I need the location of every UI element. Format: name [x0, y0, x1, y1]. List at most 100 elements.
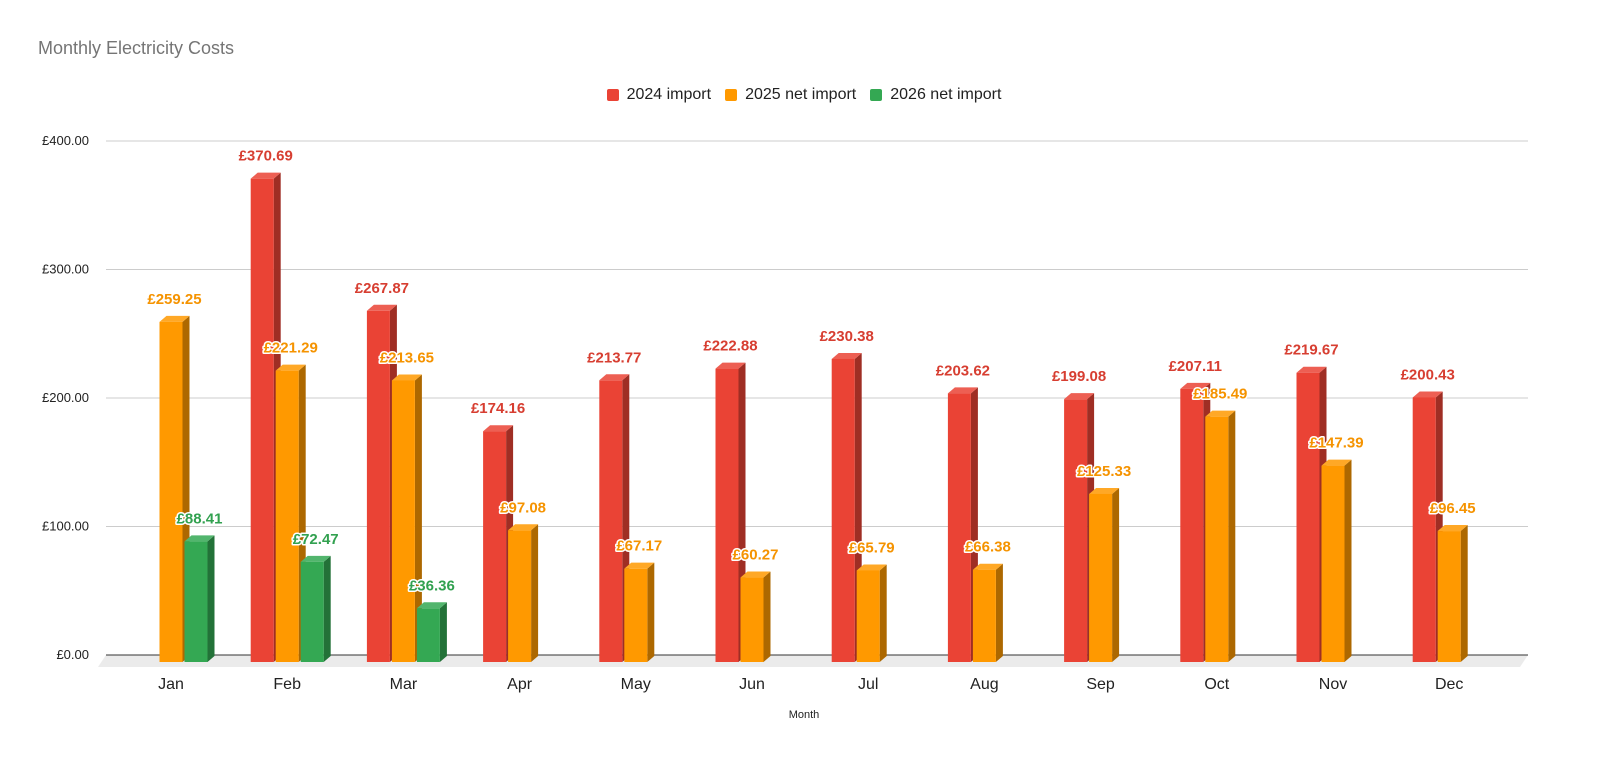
data-label: £125.33 [1077, 463, 1131, 480]
bar-top [1205, 410, 1236, 417]
bar-top [972, 563, 1003, 570]
legend-swatch-2026 [870, 89, 883, 101]
x-tick-label: Dec [1435, 676, 1463, 693]
data-label: £65.79 [849, 539, 895, 556]
bar [184, 535, 215, 662]
bar-front [972, 569, 996, 662]
bar-front [1089, 493, 1113, 662]
x-tick-label: Jul [858, 676, 878, 693]
data-label: £230.38 [820, 328, 874, 345]
x-tick-label: Feb [273, 676, 301, 693]
data-label: £96.45 [1430, 500, 1476, 517]
bar [947, 387, 978, 662]
bar [391, 374, 422, 662]
bar [740, 571, 771, 662]
data-label: £67.17 [616, 538, 662, 555]
data-label: £174.16 [471, 400, 525, 417]
bar-top [1296, 366, 1327, 373]
bar-top [300, 555, 331, 562]
legend-label-2024: 2024 import [626, 86, 712, 103]
bar-front [366, 310, 390, 662]
bar-top [250, 172, 281, 179]
data-label: £203.62 [936, 362, 990, 379]
chart-floor [98, 655, 1528, 667]
data-label: £267.87 [355, 280, 409, 297]
bar-top [483, 425, 514, 432]
x-tick-label: Nov [1319, 676, 1347, 693]
data-label: £185.49 [1193, 386, 1247, 403]
bar-front [1064, 399, 1088, 662]
x-tick-label: Apr [507, 676, 533, 693]
data-label: £97.08 [500, 499, 546, 516]
data-label: £199.08 [1052, 368, 1106, 385]
bar-side [879, 564, 887, 662]
bar-top [715, 362, 746, 369]
bar [624, 562, 655, 662]
bar-front [1180, 388, 1204, 662]
bar-top [159, 315, 190, 322]
bar-top [184, 535, 215, 542]
y-tick-label: £400.00 [42, 133, 89, 148]
bar-front [300, 561, 324, 662]
data-label: £60.27 [733, 547, 779, 564]
x-axis-title: Month [788, 709, 820, 721]
bar [508, 524, 539, 662]
bar-top [1412, 391, 1443, 398]
x-tick-label: Jun [739, 676, 765, 693]
bar-top [1089, 487, 1120, 494]
bar-top [740, 571, 771, 578]
y-tick-label: £100.00 [42, 519, 89, 534]
y-tick-label: £300.00 [42, 262, 89, 277]
bar-side [1344, 459, 1352, 662]
bar-top [366, 304, 397, 311]
bar-front [1205, 416, 1229, 662]
bar-side [439, 602, 447, 662]
legend-item-2025[interactable]: 2025 net import [725, 86, 856, 104]
bar-side [531, 524, 539, 662]
bar-front [1437, 531, 1461, 662]
legend-item-2026[interactable]: 2026 net import [870, 86, 1001, 104]
bar-top [599, 374, 630, 381]
legend-swatch-2024 [606, 89, 619, 101]
bar-top [947, 387, 978, 394]
legend-item-2024[interactable]: 2024 import [606, 86, 712, 104]
bar-side [1112, 487, 1120, 662]
bar-front [1296, 372, 1320, 662]
x-tick-label: Aug [970, 676, 998, 693]
bar-top [416, 602, 447, 609]
bar-front [856, 570, 880, 662]
bar [1437, 525, 1468, 662]
legend-label-2025: 2025 net import [745, 86, 857, 103]
bar-side [323, 555, 331, 662]
bar-side [763, 571, 771, 662]
data-label: £213.77 [587, 349, 641, 366]
data-label: £219.67 [1284, 342, 1338, 359]
bar-front [275, 370, 299, 662]
data-label: £36.36 [409, 577, 455, 594]
x-tick-label: Mar [390, 676, 418, 693]
bar [972, 563, 1003, 662]
y-tick-label: £200.00 [42, 390, 89, 405]
bar-top [391, 374, 422, 381]
bar-front [831, 358, 855, 662]
x-tick-label: May [621, 676, 651, 693]
bar-front [1321, 465, 1345, 662]
bar [1321, 459, 1352, 662]
legend-label-2026: 2026 net import [890, 86, 1002, 103]
x-tick-label: Jan [158, 676, 184, 693]
data-label: £147.39 [1309, 435, 1363, 452]
bar-front [159, 321, 183, 662]
bar-front [1412, 397, 1436, 662]
chart-title: Monthly Electricity Costs [38, 38, 235, 58]
bar [1089, 487, 1120, 662]
data-label: £222.88 [703, 338, 757, 355]
bar-top [1180, 382, 1211, 389]
bar [856, 564, 887, 662]
y-tick-label: £0.00 [56, 647, 89, 662]
bar [1205, 410, 1236, 662]
bar-top [1321, 459, 1352, 466]
data-label: £213.65 [380, 349, 434, 366]
bar-side [1460, 525, 1468, 662]
bar-top [831, 352, 862, 359]
